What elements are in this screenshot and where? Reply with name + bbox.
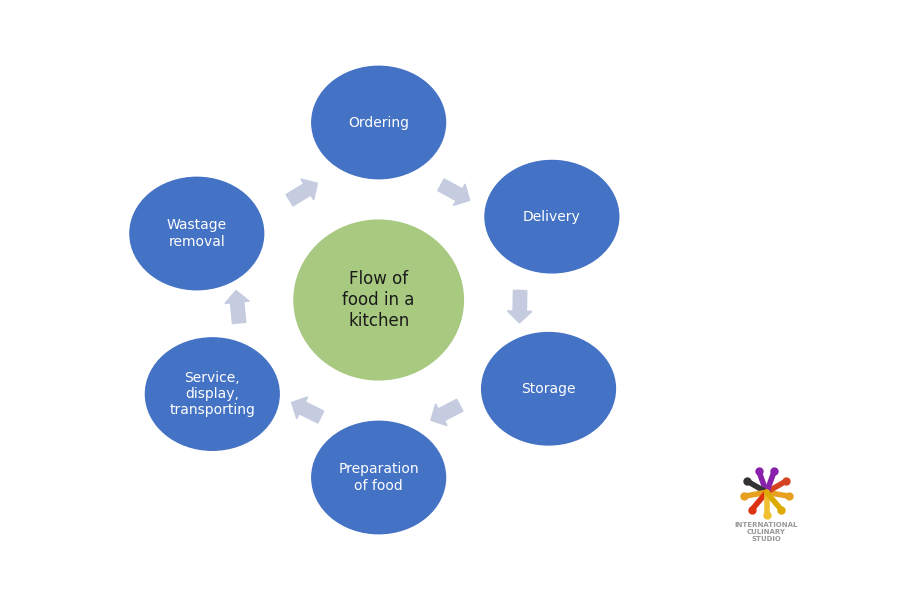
Text: Flow of
food in a
kitchen: Flow of food in a kitchen (343, 270, 415, 330)
Text: Preparation
of food: Preparation of food (338, 463, 419, 493)
Ellipse shape (294, 220, 464, 380)
Ellipse shape (485, 160, 618, 273)
Ellipse shape (130, 177, 264, 290)
Text: Storage: Storage (521, 382, 576, 396)
Polygon shape (286, 179, 318, 206)
Polygon shape (431, 399, 463, 425)
Polygon shape (292, 397, 324, 423)
Text: Wastage
removal: Wastage removal (166, 218, 227, 248)
Text: Service,
display,
transporting: Service, display, transporting (169, 371, 256, 417)
Text: Ordering: Ordering (348, 115, 410, 130)
Ellipse shape (311, 421, 446, 534)
Ellipse shape (146, 338, 279, 450)
Polygon shape (437, 179, 470, 205)
Ellipse shape (482, 332, 616, 445)
Text: INTERNATIONAL
CULINARY
STUDIO: INTERNATIONAL CULINARY STUDIO (735, 521, 798, 542)
Polygon shape (508, 290, 532, 323)
Text: Delivery: Delivery (523, 209, 580, 224)
Ellipse shape (311, 66, 446, 179)
Polygon shape (225, 290, 249, 323)
